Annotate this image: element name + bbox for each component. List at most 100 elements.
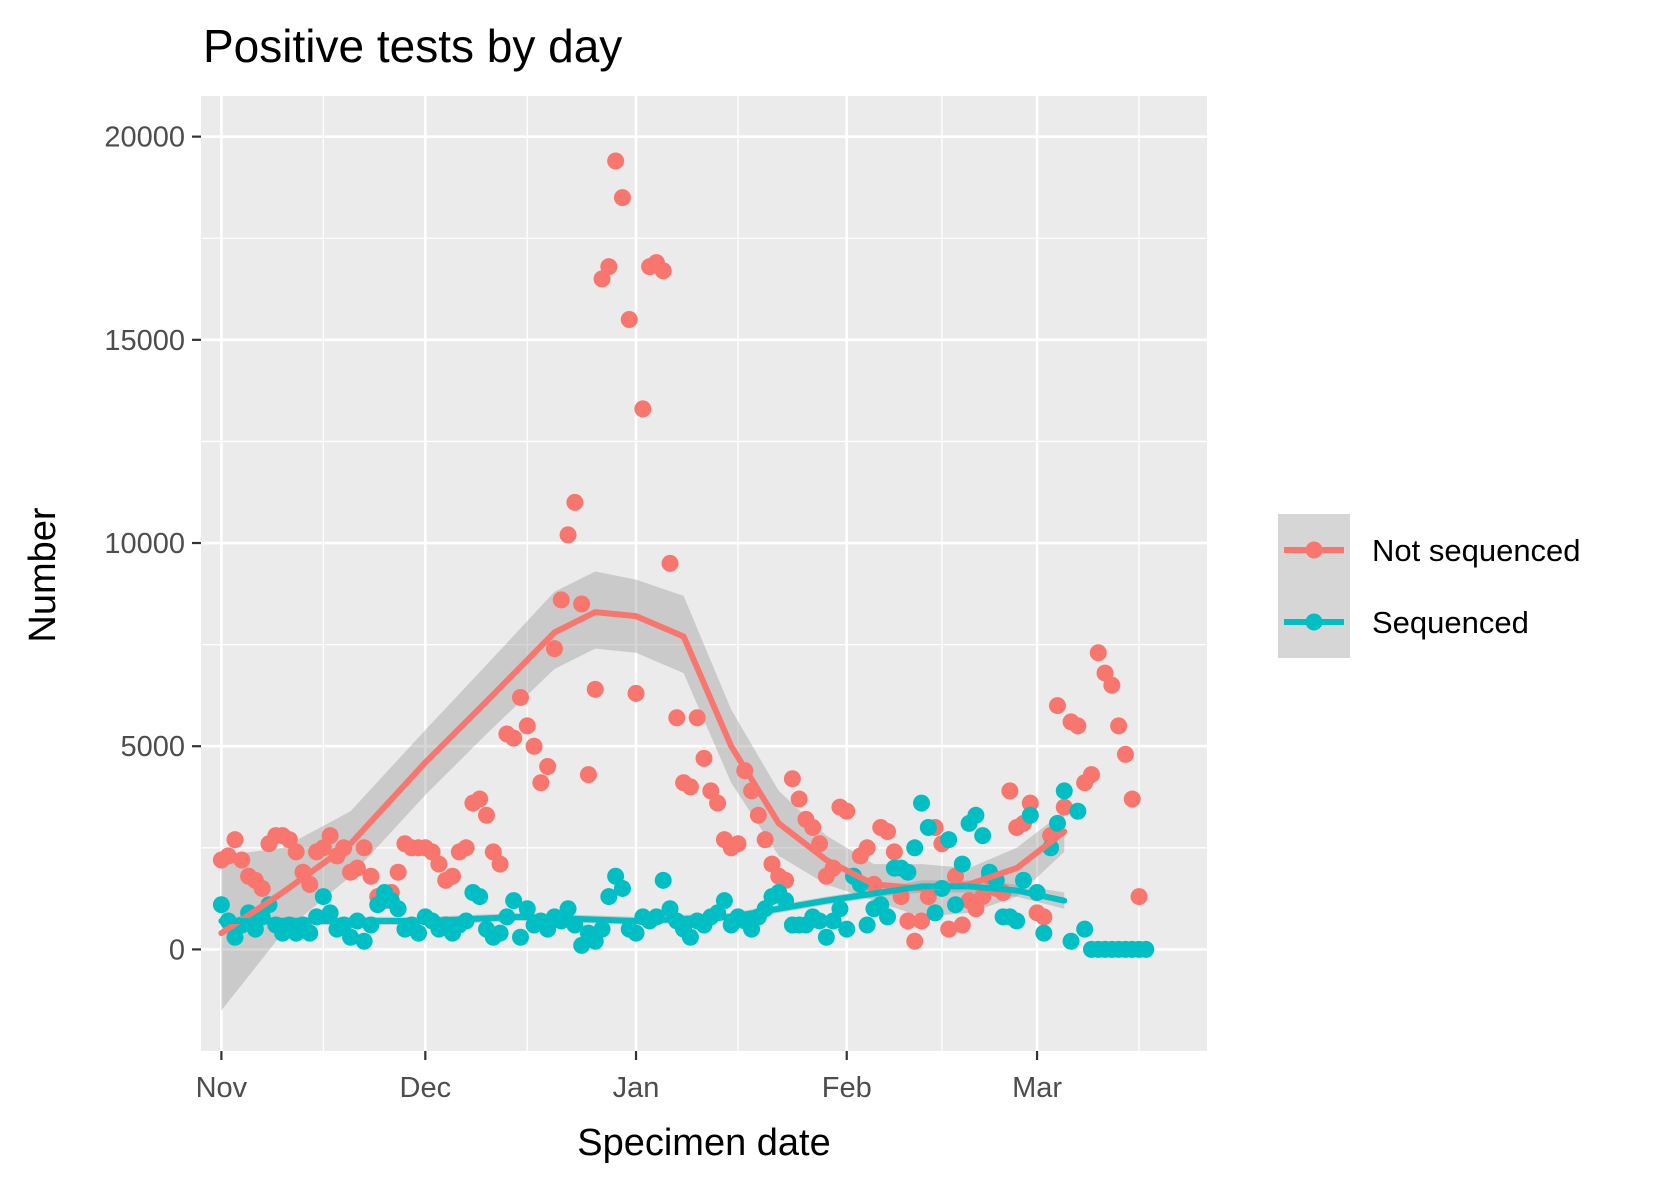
- data-point: [410, 924, 428, 942]
- data-point: [321, 904, 339, 922]
- data-point: [919, 888, 937, 906]
- trend-line: [218, 883, 1068, 924]
- data-point: [355, 932, 373, 950]
- data-point: [1130, 888, 1148, 906]
- plot-panel: [201, 96, 1207, 1051]
- data-point: [321, 827, 339, 845]
- data-point: [661, 554, 679, 572]
- data-point: [600, 258, 618, 276]
- data-point: [430, 855, 448, 873]
- data-point: [1001, 782, 1019, 800]
- data-point: [1014, 871, 1032, 889]
- data-point: [811, 912, 829, 930]
- data-point: [362, 867, 380, 885]
- data-point: [525, 737, 543, 755]
- data-point: [1116, 745, 1134, 763]
- data-point: [906, 839, 924, 857]
- y-axis-title: Number: [22, 507, 64, 642]
- data-point: [688, 709, 706, 727]
- data-point: [613, 879, 631, 897]
- data-point: [219, 847, 237, 865]
- data-point: [579, 766, 597, 784]
- data-point: [1035, 908, 1053, 926]
- data-point: [817, 928, 835, 946]
- data-point: [926, 904, 944, 922]
- data-point: [729, 835, 747, 853]
- data-point: [355, 839, 373, 857]
- data-point: [389, 863, 407, 881]
- x-tick-label: Jan: [613, 1072, 660, 1104]
- data-point: [552, 591, 570, 609]
- data-point: [790, 790, 808, 808]
- data-point: [1082, 766, 1100, 784]
- data-point: [511, 688, 529, 706]
- data-point: [838, 802, 856, 820]
- data-point: [1008, 912, 1026, 930]
- data-point: [444, 867, 461, 885]
- data-point: [715, 892, 733, 910]
- data-point: [301, 875, 319, 893]
- data-point: [457, 839, 475, 857]
- data-point: [253, 879, 271, 897]
- confidence-band: [221, 571, 1065, 1011]
- x-tick-label: Mar: [1012, 1072, 1062, 1104]
- data-point: [831, 900, 849, 918]
- data-point: [471, 790, 489, 808]
- data-point: [913, 794, 931, 812]
- x-tick-label: Dec: [400, 1072, 452, 1104]
- data-point: [566, 493, 584, 511]
- data-point: [1137, 940, 1155, 958]
- chart-title: Positive tests by day: [203, 20, 622, 72]
- data-point: [559, 526, 577, 544]
- data-point: [505, 892, 523, 910]
- data-point: [545, 640, 563, 658]
- data-point: [593, 920, 611, 938]
- data-point: [879, 823, 897, 841]
- data-point: [627, 924, 645, 942]
- data-point: [756, 831, 774, 849]
- y-tick-label: 20000: [104, 122, 185, 154]
- data-point: [749, 806, 767, 824]
- x-axis: Nov Dec Jan Feb Mar: [196, 1051, 1062, 1104]
- data-point: [804, 818, 822, 836]
- data-point: [953, 916, 971, 934]
- data-point: [613, 189, 631, 207]
- x-tick-label: Feb: [822, 1072, 872, 1104]
- legend: Not sequenced Sequenced: [1278, 514, 1581, 658]
- data-point: [620, 311, 638, 329]
- data-point: [1069, 717, 1087, 735]
- data-point: [974, 888, 992, 906]
- data-point: [974, 827, 992, 845]
- data-point: [226, 831, 244, 849]
- data-point: [1123, 790, 1141, 808]
- y-tick-label: 10000: [104, 528, 185, 560]
- data-point: [348, 859, 366, 877]
- legend-key-point: [1305, 541, 1323, 559]
- data-point: [491, 855, 509, 873]
- data-point: [783, 770, 801, 788]
- data-point: [559, 900, 577, 918]
- data-point: [654, 871, 672, 889]
- data-point: [1021, 794, 1039, 812]
- data-point: [919, 818, 937, 836]
- data-point: [899, 863, 917, 881]
- data-point: [212, 896, 230, 914]
- data-point: [477, 806, 495, 824]
- y-tick-label: 15000: [104, 325, 185, 357]
- minor-gridlines: [201, 96, 1207, 1051]
- data-point: [838, 920, 856, 938]
- legend-key-point: [1305, 613, 1323, 631]
- data-point: [1048, 814, 1066, 832]
- data-point: [940, 831, 958, 849]
- data-point: [539, 758, 557, 776]
- data-point: [947, 896, 964, 914]
- data-point: [491, 924, 509, 942]
- data-point: [301, 924, 319, 942]
- data-point: [858, 839, 876, 857]
- data-point: [511, 928, 529, 946]
- data-point: [1062, 932, 1080, 950]
- data-point: [600, 888, 618, 906]
- data-point: [858, 916, 876, 934]
- data-point: [471, 888, 489, 906]
- data-point: [634, 400, 652, 418]
